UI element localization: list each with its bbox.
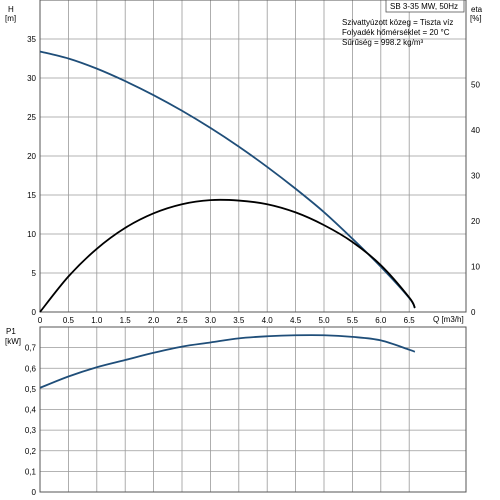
temperature-label: Folyadék hőmérséklet = 20 °C — [342, 28, 450, 37]
flow-tick-label: 2.5 — [176, 316, 188, 325]
flow-tick-label: 6.5 — [404, 316, 416, 325]
head-tick-label: 35 — [27, 35, 36, 44]
eta-axis-name: eta — [471, 5, 483, 14]
power-tick-label: 0,1 — [25, 467, 37, 476]
efficiency-curve-line — [39, 198, 416, 313]
power-tick-label: 0 — [32, 488, 37, 497]
power-tick-label: 0,2 — [25, 447, 37, 456]
flow-axis-label: Q [m3/h] — [433, 315, 464, 324]
flow-tick-label: 0.5 — [63, 316, 75, 325]
flow-tick-label: 5.5 — [347, 316, 359, 325]
head-tick-label: 15 — [27, 191, 36, 200]
top-panel-frame — [39, 0, 467, 313]
eta-tick-label: 10 — [471, 263, 480, 272]
medium-label: Szivattyúzott közeg = Tiszta víz — [342, 18, 453, 27]
power-tick-label: 0,4 — [25, 406, 37, 415]
eta-axis-unit: [%] — [470, 14, 482, 23]
power-tick-label: 0,5 — [25, 385, 37, 394]
flow-tick-label: 4.0 — [262, 316, 274, 325]
eta-tick-label: 50 — [471, 81, 480, 90]
head-tick-label: 25 — [27, 113, 36, 122]
power-axis-name: P1 — [6, 327, 16, 336]
flow-tick-label: 2.0 — [148, 316, 160, 325]
density-label: Sűrűség = 998.2 kg/m³ — [342, 38, 423, 47]
flow-tick-label: 1.0 — [91, 316, 103, 325]
power-tick-label: 0,3 — [25, 426, 37, 435]
flow-tick-label: 1.5 — [120, 316, 132, 325]
power-tick-label: 0,7 — [25, 344, 37, 353]
head-tick-label: 5 — [32, 269, 37, 278]
model-label-box — [385, 0, 465, 13]
head-tick-label: 20 — [27, 152, 36, 161]
model-label: SB 3-35 MW, 50Hz — [390, 2, 458, 11]
flow-tick-label: 0 — [38, 316, 43, 325]
eta-tick-label: 30 — [471, 172, 480, 181]
power-tick-label: 0,6 — [25, 364, 37, 373]
flow-tick-label: 6.0 — [375, 316, 387, 325]
head-curve-line — [39, 50, 416, 309]
flow-tick-label: 5.0 — [318, 316, 330, 325]
flow-tick-label: 3.5 — [233, 316, 245, 325]
flow-tick-label: 3.0 — [205, 316, 217, 325]
head-tick-label: 0 — [32, 308, 37, 317]
frame-layer — [39, 0, 467, 493]
power-curve-line — [39, 334, 416, 389]
eta-tick-label: 40 — [471, 126, 480, 135]
power-axis-unit: [kW] — [5, 337, 21, 346]
tick-labels: 0 5 10 15 20 25 30 35 0 10 20 30 40 50 0 0.5 1.0 1.5 2.0 2.… — [25, 35, 481, 497]
eta-tick-label: 20 — [471, 217, 480, 226]
bottom-panel-frame — [39, 326, 467, 493]
head-tick-label: 10 — [27, 230, 36, 239]
grid-layer — [39, 0, 466, 493]
series-layer — [39, 50, 416, 389]
head-axis-unit: [m] — [5, 14, 16, 23]
head-axis-name: H — [8, 5, 14, 14]
eta-tick-label: 0 — [471, 308, 476, 317]
head-tick-label: 30 — [27, 74, 36, 83]
flow-tick-label: 4.5 — [290, 316, 302, 325]
